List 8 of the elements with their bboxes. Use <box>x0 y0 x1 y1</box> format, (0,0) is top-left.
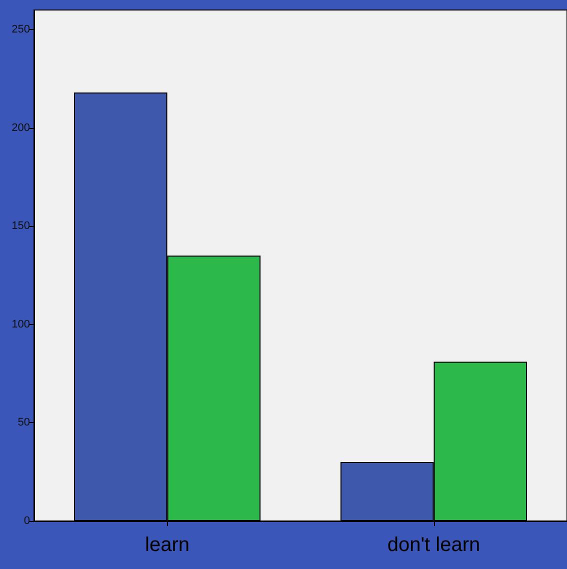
y-tick-label: 50 <box>18 416 30 429</box>
y-tick-label: 200 <box>12 122 30 134</box>
y-tick-label: 150 <box>12 220 30 232</box>
x-tick-label: learn <box>145 534 190 556</box>
y-tick-label: 100 <box>12 318 30 330</box>
y-tick-label: 0 <box>24 515 30 527</box>
y-tick-label: 250 <box>12 24 30 36</box>
x-tick-label: don't learn <box>387 534 480 556</box>
